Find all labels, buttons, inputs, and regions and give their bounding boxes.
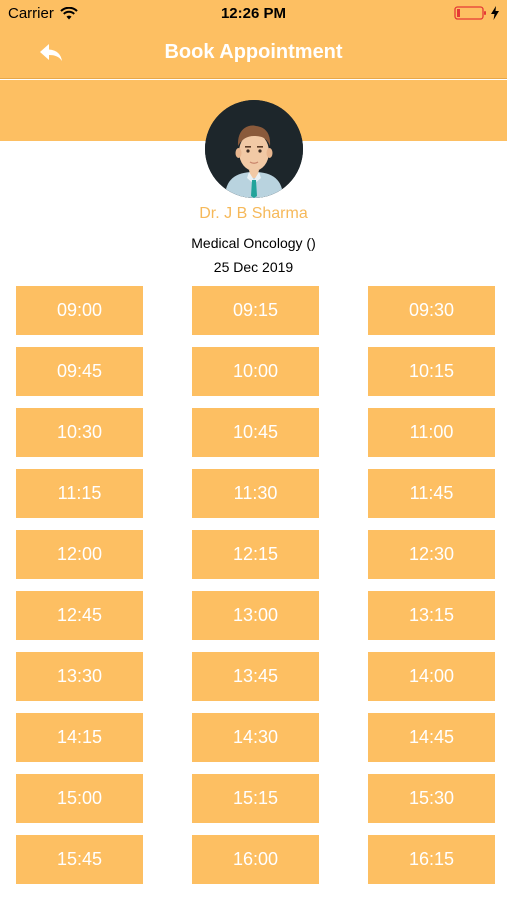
back-arrow-icon[interactable]	[38, 42, 64, 64]
time-slot-button[interactable]: 16:00	[192, 835, 319, 884]
time-slot-button[interactable]: 10:30	[16, 408, 143, 457]
appointment-date: 25 Dec 2019	[213, 259, 294, 275]
time-slot-button[interactable]: 13:30	[16, 652, 143, 701]
time-slot-button[interactable]: 15:00	[16, 774, 143, 823]
time-slot-button[interactable]: 11:00	[368, 408, 495, 457]
time-slot-button[interactable]: 14:15	[16, 713, 143, 762]
time-slot-button[interactable]: 11:45	[368, 469, 495, 518]
wifi-icon	[60, 7, 78, 20]
battery-icon	[454, 6, 486, 20]
time-slot-button[interactable]: 09:45	[16, 347, 143, 396]
time-slot-button[interactable]: 09:00	[16, 286, 143, 335]
time-slot-button[interactable]: 15:45	[16, 835, 143, 884]
time-slot-button[interactable]: 10:15	[368, 347, 495, 396]
doctor-avatar-icon	[205, 100, 303, 198]
time-slot-button[interactable]: 16:15	[368, 835, 495, 884]
time-slot-button[interactable]: 13:00	[192, 591, 319, 640]
doctor-name: Dr. J B Sharma	[199, 205, 308, 222]
time-slot-button[interactable]: 10:00	[192, 347, 319, 396]
time-slot-button[interactable]: 09:30	[368, 286, 495, 335]
status-bar: Carrier 12:26 PM	[0, 0, 507, 28]
carrier-info: Carrier	[8, 5, 78, 22]
navigation-bar: Book Appointment	[0, 28, 507, 79]
time-slot-button[interactable]: 12:45	[16, 591, 143, 640]
carrier-label: Carrier	[8, 5, 54, 22]
time-slot-button[interactable]: 11:15	[16, 469, 143, 518]
time-slot-button[interactable]: 14:45	[368, 713, 495, 762]
battery-indicator	[454, 5, 499, 21]
time-slot-button[interactable]: 14:00	[368, 652, 495, 701]
time-slot-button[interactable]: 12:30	[368, 530, 495, 579]
time-slot-button[interactable]: 09:15	[192, 286, 319, 335]
doctor-specialty: Medical Oncology ()	[191, 235, 316, 251]
time-slot-button[interactable]: 12:15	[192, 530, 319, 579]
time-slot-button[interactable]: 13:15	[368, 591, 495, 640]
time-slot-button[interactable]: 15:15	[192, 774, 319, 823]
time-slot-button[interactable]: 12:00	[16, 530, 143, 579]
time-slot-button[interactable]: 15:30	[368, 774, 495, 823]
time-slot-button[interactable]: 14:30	[192, 713, 319, 762]
time-slot-button[interactable]: 10:45	[192, 408, 319, 457]
time-slot-button[interactable]: 11:30	[192, 469, 319, 518]
page-title: Book Appointment	[164, 41, 343, 63]
charging-bolt-icon	[491, 6, 499, 20]
time-slot-button[interactable]: 13:45	[192, 652, 319, 701]
status-time: 12:26 PM	[220, 5, 287, 22]
doctor-avatar	[205, 100, 303, 198]
